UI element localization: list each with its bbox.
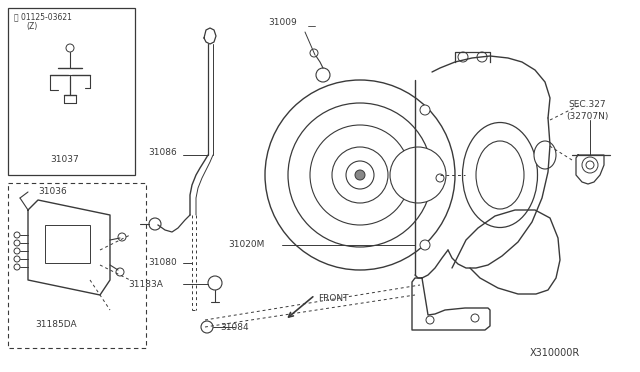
Bar — [45, 225, 90, 263]
Bar — [8, 8, 135, 175]
Circle shape — [332, 147, 388, 203]
Circle shape — [14, 232, 20, 238]
Text: SEC.327: SEC.327 — [568, 100, 605, 109]
Circle shape — [265, 80, 455, 270]
Ellipse shape — [534, 141, 556, 169]
Circle shape — [310, 125, 410, 225]
Circle shape — [14, 248, 20, 254]
Text: 31183A: 31183A — [128, 280, 163, 289]
Circle shape — [420, 105, 430, 115]
Circle shape — [201, 321, 213, 333]
Circle shape — [208, 276, 222, 290]
Text: 31020M: 31020M — [228, 240, 264, 249]
Circle shape — [426, 316, 434, 324]
Circle shape — [582, 157, 598, 173]
Text: X310000R: X310000R — [530, 348, 580, 358]
Circle shape — [471, 314, 479, 322]
Circle shape — [288, 103, 432, 247]
Ellipse shape — [476, 141, 524, 209]
Circle shape — [14, 240, 20, 246]
Text: 31009: 31009 — [268, 18, 297, 27]
Circle shape — [586, 161, 594, 169]
Circle shape — [149, 218, 161, 230]
Circle shape — [116, 268, 124, 276]
Text: 31084: 31084 — [220, 323, 248, 332]
Circle shape — [310, 49, 318, 57]
Circle shape — [316, 68, 330, 82]
Text: FRONT: FRONT — [318, 294, 349, 303]
Circle shape — [355, 170, 365, 180]
Circle shape — [390, 147, 446, 203]
Circle shape — [118, 233, 126, 241]
Text: 31036: 31036 — [38, 187, 67, 196]
Circle shape — [420, 240, 430, 250]
Text: 31185DA: 31185DA — [35, 320, 77, 329]
Circle shape — [436, 174, 444, 182]
Text: 31080: 31080 — [148, 258, 177, 267]
Bar — [8, 183, 146, 348]
Text: 31086: 31086 — [148, 148, 177, 157]
Ellipse shape — [463, 122, 538, 228]
Text: 31037: 31037 — [50, 155, 79, 164]
Text: (32707N): (32707N) — [566, 112, 609, 121]
Circle shape — [477, 52, 487, 62]
Circle shape — [458, 52, 468, 62]
Text: (Z): (Z) — [26, 22, 37, 31]
Text: Ⓑ 01125-03621: Ⓑ 01125-03621 — [14, 12, 72, 21]
Circle shape — [66, 44, 74, 52]
Circle shape — [14, 256, 20, 262]
Circle shape — [14, 264, 20, 270]
Circle shape — [346, 161, 374, 189]
